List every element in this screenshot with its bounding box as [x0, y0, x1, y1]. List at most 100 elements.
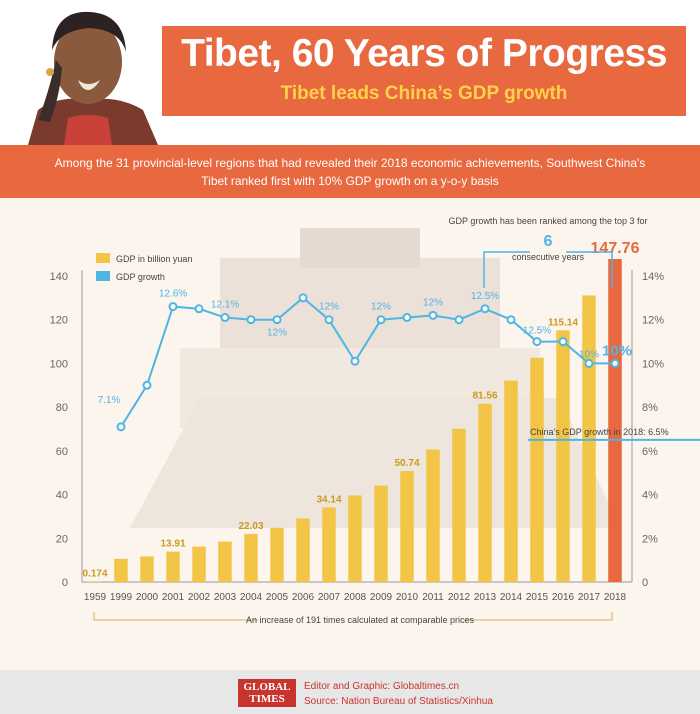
page-subtitle: Tibet leads China’s GDP growth	[280, 83, 568, 104]
growth-point-2015	[532, 337, 542, 347]
growth-point-2008	[350, 356, 360, 366]
footer	[0, 670, 700, 714]
x-tick-label: 2007	[318, 592, 341, 603]
bar-2015	[530, 357, 544, 582]
right-tick-label: 4%	[642, 490, 658, 502]
right-tick-label: 2%	[642, 533, 658, 545]
growth-point-2011	[428, 310, 438, 320]
top3-suffix: consecutive years	[512, 252, 585, 262]
left-tick-label: 140	[50, 271, 68, 283]
right-tick-label: 14%	[642, 271, 664, 283]
growth-value-label: 12%	[267, 328, 287, 339]
growth-point-2000	[142, 380, 152, 390]
x-tick-label: 2004	[240, 592, 263, 603]
bar-2012	[452, 428, 466, 582]
right-axis: 0 2% 4% 6% 8% 10% 12% 14%	[631, 270, 664, 589]
reference-label: China's GDP growth in 2018: 6.5%	[530, 427, 669, 437]
x-tick-label: 2003	[214, 592, 237, 603]
growth-point-2017	[584, 358, 594, 368]
potala-palace-illustration	[130, 228, 620, 528]
growth-line-path	[120, 296, 615, 428]
right-tick-label: 0	[642, 577, 648, 589]
growth-value-label: 10%	[579, 349, 599, 360]
x-tick-label: 1959	[84, 592, 107, 603]
left-tick-label: 20	[56, 533, 68, 545]
x-tick-label: 2009	[370, 592, 393, 603]
intro-line-1: Among the 31 provincial-level regions th…	[54, 156, 646, 170]
intro-line-2: Tibet ranked first with 10% GDP growth o…	[201, 174, 499, 188]
gdp-chart: 0 20 40 60 80 100 120 140 0 2% 4% 6% 8% 10% 12% 14% 19…	[50, 216, 700, 626]
global-times-logo: GLOBAL TIMES	[238, 679, 296, 707]
x-tick-label: 2001	[162, 592, 185, 603]
x-tick-label: 2013	[474, 592, 497, 603]
x-tick-label: 2006	[292, 592, 315, 603]
left-tick-label: 100	[50, 358, 68, 370]
bottom-note: An increase of 191 times calculated at c…	[246, 615, 475, 625]
right-tick-label: 12%	[642, 315, 664, 327]
left-tick-label: 60	[56, 446, 68, 458]
growth-value-label: 12.6%	[159, 289, 187, 300]
legend-label-bar: GDP in billion yuan	[116, 254, 192, 264]
x-axis-labels: 1959 1999 2000 2001 2002 2003 2004 2005 2006 2007…	[84, 592, 627, 603]
legend: GDP in billion yuan GDP growth	[96, 253, 192, 282]
bottom-note-bg	[258, 614, 464, 626]
bar-2008	[348, 495, 362, 582]
title-banner: Tibet, 60 Years of Progress Tibet leads …	[162, 26, 686, 116]
logo-line-2: TIMES	[249, 693, 285, 705]
logo-line-1: GLOBAL	[243, 681, 291, 693]
x-tick-label: 2016	[552, 592, 575, 603]
bar-value-label: 81.56	[472, 391, 497, 402]
legend-swatch-line	[96, 271, 110, 281]
x-tick-label: 2008	[344, 592, 367, 603]
growth-point-2004	[246, 315, 256, 325]
left-tick-label: 120	[50, 315, 68, 327]
right-tick-label: 10%	[642, 358, 664, 370]
x-tick-label: 2000	[136, 592, 159, 603]
bar-value-label: 13.91	[160, 539, 185, 550]
hero-section: Tibet, 60 Years of Progress Tibet leads …	[0, 0, 700, 145]
growth-point-2007	[324, 315, 334, 325]
bar-2009	[374, 485, 388, 582]
x-tick-label: 2017	[578, 592, 601, 603]
x-tick-label: 2018	[604, 592, 627, 603]
data-labels: 0.174 13.91 22.03 34.14 50.74 81.56 115.14 147.…	[82, 240, 639, 580]
growth-point-2013	[480, 304, 490, 314]
left-tick-label: 40	[56, 490, 68, 502]
bar-2018	[608, 259, 622, 582]
legend-label-line: GDP growth	[116, 272, 165, 282]
right-tick-label: 6%	[642, 446, 658, 458]
bar-2006	[296, 518, 310, 582]
bar-2005	[270, 527, 284, 582]
bar-2016	[556, 330, 570, 582]
bar-2000	[140, 556, 154, 582]
growth-point-2014	[506, 315, 516, 325]
bar-1999	[114, 558, 128, 582]
bar-2003	[218, 541, 232, 582]
top3-bracket	[483, 251, 613, 288]
bar-value-label: 34.14	[316, 494, 341, 505]
growth-value-label: 12%	[423, 297, 443, 308]
bar-value-label: 22.03	[238, 521, 263, 532]
growth-point-2012	[454, 315, 464, 325]
gdp-bars	[88, 259, 622, 582]
growth-point-2018	[610, 358, 620, 368]
bar-2002	[192, 546, 206, 582]
x-tick-label: 1999	[110, 592, 133, 603]
bar-value-label: 0.174	[82, 569, 107, 580]
growth-point-2006	[298, 293, 308, 303]
growth-value-label: 12.5%	[523, 326, 551, 337]
growth-value-label: 12.5%	[471, 291, 499, 302]
growth-point-2016	[558, 337, 568, 347]
bar-2014	[504, 380, 518, 582]
bar-value-label: 147.76	[591, 240, 640, 257]
legend-swatch-bar	[96, 253, 110, 263]
right-tick-label: 8%	[642, 402, 658, 414]
x-tick-label: 2002	[188, 592, 211, 603]
bar-2017	[582, 295, 596, 582]
growth-point-2002	[194, 304, 204, 314]
bar-value-label: 115.14	[548, 317, 578, 328]
top3-number: 6	[544, 233, 553, 250]
growth-value-label: 12%	[371, 302, 391, 313]
x-tick-label: 2014	[500, 592, 523, 603]
bar-2007	[322, 507, 336, 582]
